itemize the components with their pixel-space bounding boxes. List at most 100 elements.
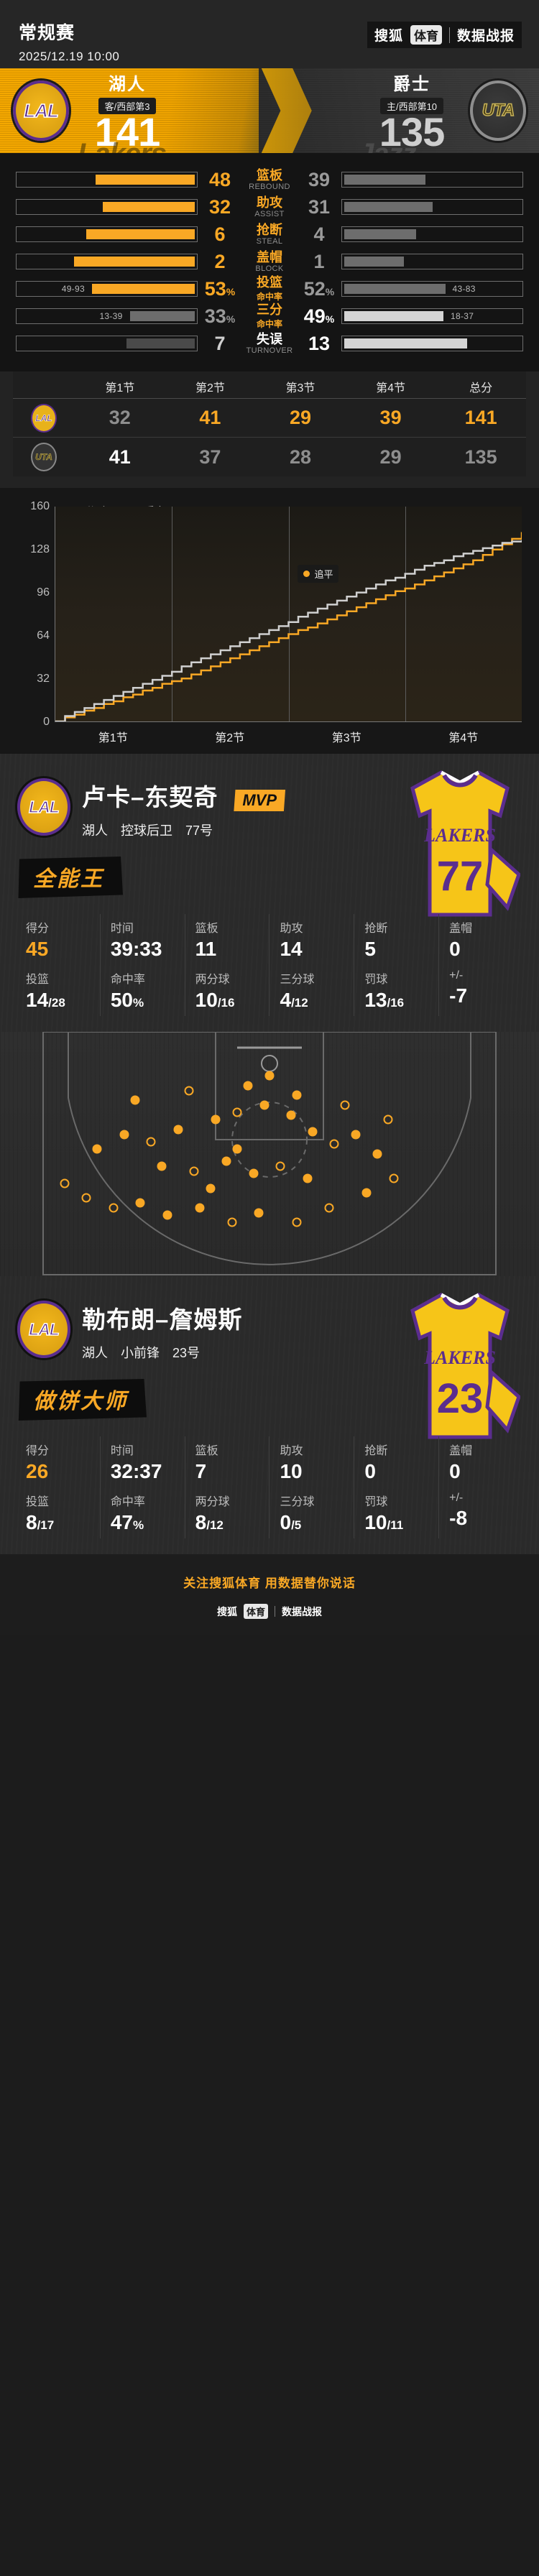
mvp-badge: MVP	[234, 790, 286, 811]
brand-logo: 搜狐 体育 数据战报	[367, 22, 522, 48]
court-diagram	[42, 1032, 497, 1275]
shot-marker	[340, 1100, 350, 1110]
player-stat-key: 命中率	[110, 974, 145, 986]
player-stat-key: 罚球	[364, 1496, 388, 1508]
stat-label-en: REBOUND	[249, 183, 290, 192]
scoreboard-away-side: LAL 湖人 客/西部第3 141 Lakers	[0, 68, 270, 153]
svg-text:LAKERS: LAKERS	[423, 825, 496, 846]
quarter-column-header: 第1节	[105, 382, 135, 394]
away-team-block: 湖人 客/西部第3 141 Lakers	[73, 70, 181, 153]
player-stat-key: 助攻	[280, 923, 303, 935]
player-stat-value: 8/17	[26, 1511, 55, 1533]
chart-y-tick: 32	[37, 673, 50, 685]
player-stat-denominator: %	[132, 996, 144, 1010]
player-stat-key: 抢断	[364, 1445, 388, 1457]
player-team: 湖人	[82, 823, 108, 838]
player-stat-cell: 抢断 0	[354, 1436, 440, 1487]
quarter-score-cell: 29	[289, 407, 311, 428]
stat-bar-home-fill	[344, 229, 417, 239]
quarter-row-team-logo: LAL	[13, 403, 75, 433]
quarter-score-cell: 29	[379, 446, 402, 468]
scoreboard-home-side: UTA 爵士 主/西部第10 135 Jazz	[270, 68, 539, 153]
player-stat-key: 盖帽	[449, 1445, 473, 1457]
shot-marker	[109, 1203, 118, 1213]
stat-bar-home-fill	[344, 338, 467, 348]
header-left: 常规赛 2025/12.19 10:00	[19, 19, 119, 64]
stat-label-cn: 助攻	[257, 195, 282, 210]
stat-value-home: 1	[313, 250, 325, 272]
player-number: 23号	[172, 1346, 201, 1360]
quarter-column-header: 第2节	[195, 382, 225, 394]
player-team-logo: LAL	[17, 778, 70, 836]
shot-marker	[351, 1130, 361, 1140]
stat-bar-away: 13-39	[16, 308, 198, 324]
stat-label-en: STEAL	[256, 237, 283, 246]
shot-marker	[329, 1139, 339, 1149]
quarter-score-cell: 32	[109, 407, 131, 428]
footer-brand: 搜狐 体育 数据战报	[217, 1604, 322, 1619]
stat-value-away: 33%	[204, 305, 236, 327]
player-nickname-badge: 全能王	[18, 857, 123, 898]
player-team-logo: LAL	[17, 1301, 70, 1358]
shot-marker	[292, 1090, 301, 1100]
stat-bar-home-fill	[344, 202, 433, 212]
stat-label: 盖帽 BLOCK	[242, 250, 297, 274]
shot-marker	[372, 1149, 382, 1159]
team-logo-lal-text: LAL	[23, 99, 59, 122]
shot-marker	[308, 1127, 318, 1137]
stat-bar-away	[16, 226, 198, 242]
player-stat-value: 4/12	[280, 989, 308, 1011]
chart-series-line	[55, 540, 522, 721]
player-stat-cell: 三分球 0/5	[270, 1487, 355, 1538]
shot-marker	[135, 1198, 145, 1208]
shot-marker	[195, 1203, 204, 1213]
player-stat-value: 39:33	[110, 938, 162, 960]
stat-bar-away-fill	[95, 175, 195, 185]
footer: 关注搜狐体育 用数据替你说话 搜狐 体育 数据战报	[0, 1554, 539, 1635]
chart-x-axis-labels: 第1节 第2节 第3节 第4节	[55, 728, 522, 745]
player-stat-key: 抢断	[364, 923, 388, 935]
player-stat-key: 时间	[110, 1445, 134, 1457]
player-jersey: LAKERS 77	[400, 764, 521, 925]
brand-chip-sports: 体育	[410, 25, 442, 45]
stat-bar-away	[16, 199, 198, 215]
player-stat-denominator: /11	[387, 1518, 404, 1532]
shot-marker	[81, 1193, 91, 1203]
quarter-score-cell: 135	[464, 446, 497, 468]
stat-label-cn: 篮板	[257, 167, 282, 183]
stat-value-away: 53%	[204, 277, 236, 300]
player-stat-key: 得分	[26, 1445, 50, 1457]
stat-value-away: 32	[208, 195, 231, 218]
stat-bar-away-detail: 49-93	[61, 284, 85, 294]
quarter-score-cell: 41	[109, 446, 131, 468]
stat-bar-home-fill	[344, 311, 444, 321]
player-stat-value: 0	[449, 1460, 461, 1482]
shot-marker	[249, 1168, 258, 1178]
stat-value-home: 13	[308, 332, 331, 354]
svg-text:77: 77	[437, 853, 484, 900]
game-datetime: 2025/12.19 10:00	[19, 50, 120, 63]
stat-label-cn2: 命中率	[256, 291, 282, 302]
player-stat-value: 32:37	[110, 1460, 162, 1482]
brand-divider	[448, 27, 450, 43]
quarter-score-cell: 39	[379, 407, 402, 428]
quarter-column-header: 总分	[469, 382, 493, 394]
player-cards: LAKERS 77 LAL 卢卡–东契奇 MVP 湖人 控球后卫 77号 全能王 得分 45 时间 39…	[0, 754, 539, 1554]
shot-marker	[254, 1208, 264, 1218]
stat-row: 2 盖帽 BLOCK 1	[16, 248, 523, 275]
shot-marker	[232, 1144, 242, 1154]
shot-marker	[189, 1166, 199, 1176]
chart-y-tick: 128	[30, 543, 50, 555]
shot-marker	[324, 1203, 333, 1213]
player-meta: 湖人 小前锋 23号	[82, 1343, 242, 1362]
quarter-score-cell: 41	[199, 407, 221, 428]
player-stat-row-2: 投篮 14/28 命中率 50% 两分球 10/16 三分球 4/12 罚球 13/16 +/- -7	[16, 965, 523, 1016]
shot-marker	[232, 1107, 242, 1117]
away-team-standing: 客/西部第3	[98, 98, 157, 115]
quarter-table-row: UTA 41 37 28 29 135	[13, 438, 526, 476]
chart-y-tick: 160	[30, 500, 50, 512]
home-team-standing: 主/西部第10	[379, 98, 444, 115]
stat-bar-home	[341, 336, 523, 351]
stat-label: 失误 TURNOVER	[242, 332, 297, 356]
shot-marker	[383, 1114, 393, 1125]
